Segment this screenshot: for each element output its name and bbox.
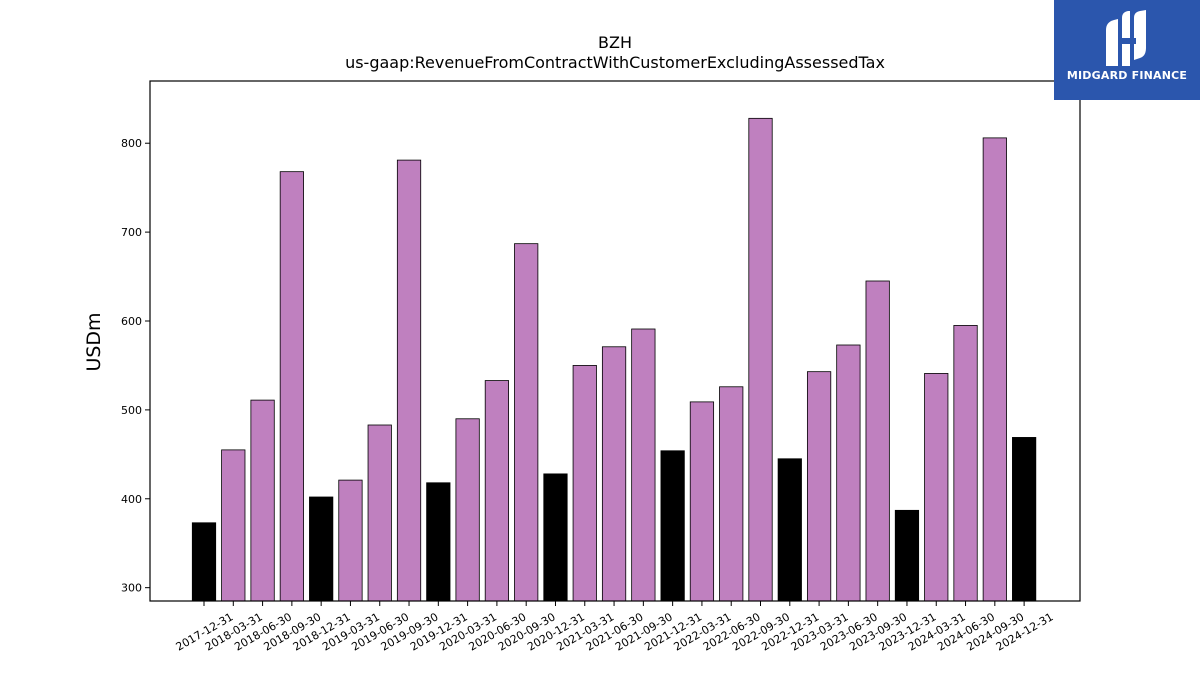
bar-2023-09-30 [865, 280, 890, 602]
y-tick-label: 300 [121, 582, 142, 595]
bar-2017-12-31 [191, 522, 217, 602]
midgard-m-logo-icon [1106, 10, 1146, 66]
midgard-finance-logo: MIDGARD FINANCE [1054, 0, 1200, 100]
logo-text: MIDGARD FINANCE [1066, 69, 1188, 82]
plot-frame [149, 80, 1081, 602]
bar-2022-03-31 [689, 401, 715, 602]
y-axis-label: USDm [83, 312, 105, 371]
bar-2019-12-31 [426, 482, 451, 602]
bar-2018-12-31 [309, 496, 334, 602]
bar-2021-03-31 [572, 365, 597, 602]
bar-2018-09-30 [279, 171, 304, 602]
bars-group [191, 117, 1037, 602]
bar-2024-06-30 [953, 325, 978, 602]
bar-2022-09-30 [748, 117, 773, 602]
y-tick-label: 500 [121, 404, 142, 417]
y-tick-label: 600 [121, 315, 142, 328]
bar-2024-12-31 [1012, 437, 1037, 602]
bar-2024-09-30 [982, 137, 1007, 602]
bar-2019-03-31 [338, 479, 363, 602]
bar-2020-09-30 [514, 243, 539, 602]
bar-2023-06-30 [836, 344, 861, 602]
chart-title: BZH [598, 33, 632, 52]
bar-2021-12-31 [660, 450, 685, 602]
bar-2022-06-30 [719, 386, 744, 602]
bar-2018-06-30 [250, 399, 275, 602]
x-axis-ticks: 2017-12-312018-03-312018-06-302018-09-30… [174, 601, 1056, 654]
chart-subtitle: us-gaap:RevenueFromContractWithCustomerE… [345, 53, 885, 72]
bar-2020-03-31 [455, 418, 480, 602]
bar-2024-03-31 [924, 373, 949, 602]
bar-2020-06-30 [484, 380, 510, 602]
bar-2022-12-31 [777, 458, 802, 602]
bar-2021-06-30 [601, 346, 627, 602]
y-tick-label: 800 [121, 137, 142, 150]
bar-2018-03-31 [221, 449, 246, 602]
y-tick-label: 400 [121, 493, 142, 506]
bar-2019-06-30 [367, 424, 392, 602]
bar-2021-09-30 [631, 328, 656, 602]
bar-2023-12-31 [894, 509, 920, 602]
bar-2019-09-30 [396, 159, 422, 602]
bar-2023-03-31 [806, 371, 832, 602]
y-tick-label: 700 [121, 226, 142, 239]
bar-2020-12-31 [543, 473, 568, 602]
y-axis-ticks: 300 400 500 600 700 800 [121, 137, 150, 595]
